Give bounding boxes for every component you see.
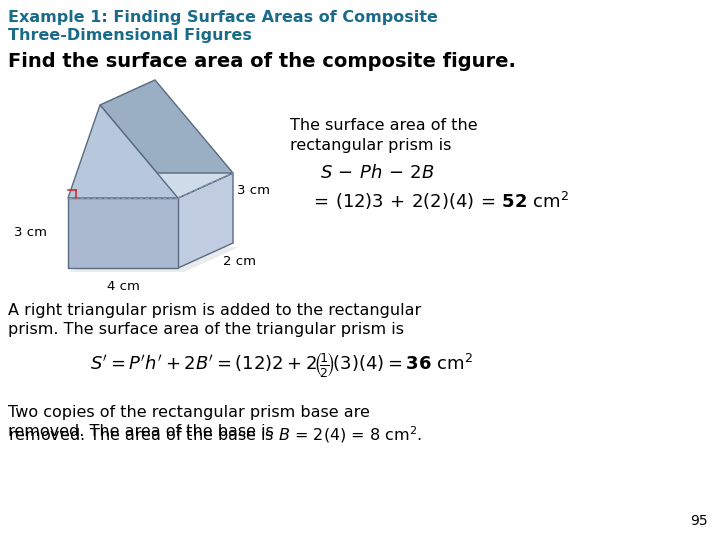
Text: The surface area of the: The surface area of the [290,118,477,133]
Polygon shape [68,105,178,198]
Text: Find the surface area of the composite figure.: Find the surface area of the composite f… [8,52,516,71]
Polygon shape [68,247,239,272]
Text: 4 cm: 4 cm [107,280,140,293]
Text: 95: 95 [690,514,708,528]
Text: rectangular prism is: rectangular prism is [290,138,451,153]
Text: 3 cm: 3 cm [14,226,47,240]
Text: Example 1: Finding Surface Areas of Composite: Example 1: Finding Surface Areas of Comp… [8,10,438,25]
Text: Two copies of the rectangular prism base are: Two copies of the rectangular prism base… [8,405,370,420]
Text: 3 cm: 3 cm [237,184,270,197]
Polygon shape [68,198,178,268]
Text: 2 cm: 2 cm [223,255,256,268]
Polygon shape [178,173,233,268]
Polygon shape [68,173,233,198]
Text: removed. The area of the base is: removed. The area of the base is [8,424,279,439]
Text: Three-Dimensional Figures: Three-Dimensional Figures [8,28,252,43]
Text: A right triangular prism is added to the rectangular: A right triangular prism is added to the… [8,303,421,318]
Text: removed. The area of the base is $B$ = 2(4) = 8 cm$^2$.: removed. The area of the base is $B$ = 2… [8,424,422,445]
Text: $=\,(12)3\,+\,2(2)(4)\,=\,\mathbf{52}\ \mathrm{cm}^2$: $=\,(12)3\,+\,2(2)(4)\,=\,\mathbf{52}\ \… [310,190,569,212]
Polygon shape [100,80,233,198]
Text: $S\,-\,Ph\,-\,2B$: $S\,-\,Ph\,-\,2B$ [320,164,434,182]
Text: prism. The surface area of the triangular prism is: prism. The surface area of the triangula… [8,322,404,337]
Text: $S' = P'h' + 2B' = (12)2 + 2\!\left(\!\frac{1}{2}\!\right)\!(3)(4) = \mathbf{36}: $S' = P'h' + 2B' = (12)2 + 2\!\left(\!\f… [90,350,473,379]
